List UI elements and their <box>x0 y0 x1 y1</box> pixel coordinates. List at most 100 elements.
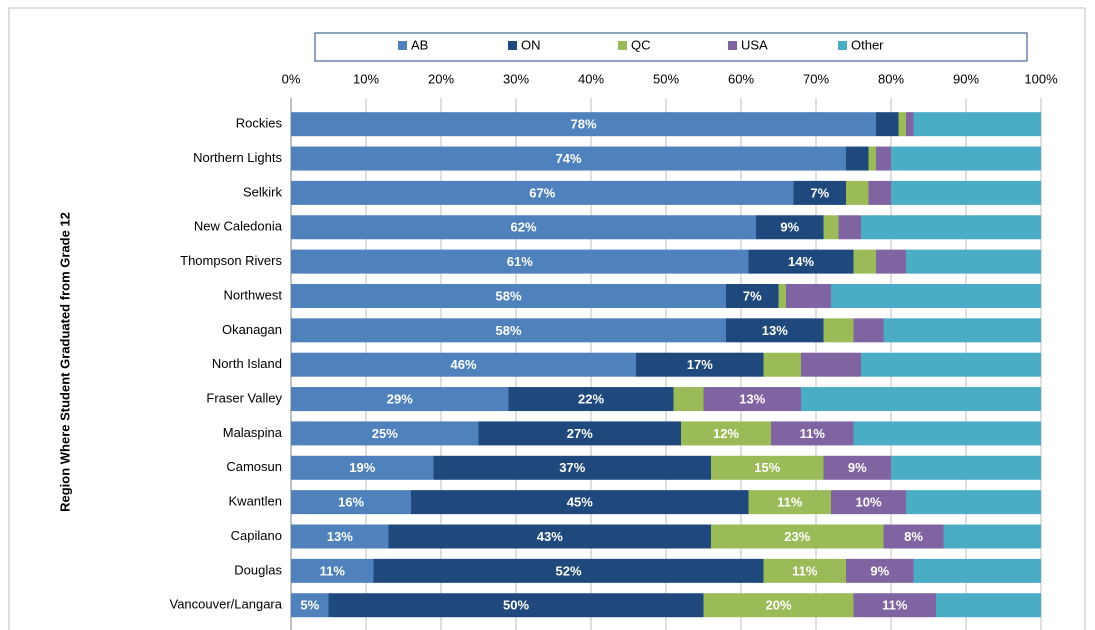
legend-box <box>314 32 1028 62</box>
value-label: 29% <box>387 391 413 406</box>
bar-segment <box>681 421 771 446</box>
value-label: 10% <box>855 495 881 510</box>
x-tick-label: 90% <box>953 71 979 86</box>
value-label: 9% <box>870 563 889 578</box>
bar-segment <box>898 112 906 137</box>
bar-segment <box>913 112 1041 137</box>
bar-segment <box>763 352 801 377</box>
bar-segment <box>291 524 389 549</box>
y-axis-title: Region Where Student Graduated from Grad… <box>57 212 72 512</box>
legend-label: AB <box>411 37 428 52</box>
value-label: 11% <box>320 563 346 578</box>
bar-segment <box>853 249 876 274</box>
bar-segment <box>373 558 764 583</box>
bar-segment <box>756 215 824 240</box>
bar-segment <box>291 318 726 343</box>
bar-segment <box>868 146 876 171</box>
bar-segment <box>478 421 681 446</box>
bar-segment <box>748 249 854 274</box>
bar-segment <box>943 524 1041 549</box>
value-label: 25% <box>372 426 398 441</box>
value-label: 9% <box>848 460 867 475</box>
value-label: 15% <box>754 460 780 475</box>
legend-label: QC <box>631 37 651 52</box>
bar-segment <box>291 352 636 377</box>
bar-segment <box>711 524 884 549</box>
bar-segment <box>291 249 749 274</box>
bar-segment <box>801 352 861 377</box>
value-label: 46% <box>450 357 476 372</box>
x-tick-label: 60% <box>728 71 754 86</box>
x-tick-label: 20% <box>428 71 454 86</box>
legend-label: USA <box>741 37 768 52</box>
bar-segment <box>726 283 779 308</box>
bar-segment <box>823 318 854 343</box>
bar-segment <box>636 352 764 377</box>
bar-segment <box>291 283 726 308</box>
value-label: 58% <box>495 288 521 303</box>
legend-label: ON <box>521 37 541 52</box>
y-tick-label: Capilano <box>231 528 282 543</box>
bar-segment <box>913 558 1041 583</box>
y-tick-label: North Island <box>212 356 282 371</box>
bar-segment <box>853 593 936 618</box>
bar-segment <box>291 112 876 137</box>
bar-segment <box>433 455 711 480</box>
value-label: 11% <box>800 426 826 441</box>
y-tick-label: New Caledonia <box>194 219 283 234</box>
value-label: 7% <box>743 288 762 303</box>
bar-segment <box>703 593 854 618</box>
bar-segment <box>763 558 846 583</box>
y-tick-label: Okanagan <box>222 322 282 337</box>
value-label: 23% <box>784 529 810 544</box>
bar-segment <box>831 490 906 515</box>
value-label: 17% <box>687 357 713 372</box>
bar-segment <box>936 593 1041 618</box>
bar-segment <box>291 455 434 480</box>
bar-segment <box>883 318 1041 343</box>
value-label: 9% <box>780 220 799 235</box>
bar-segment <box>726 318 824 343</box>
bar-segment <box>876 112 899 137</box>
bar-segment <box>786 283 831 308</box>
bar-segment <box>673 387 704 412</box>
bar-segment <box>846 146 869 171</box>
value-label: 11% <box>882 598 908 613</box>
bar-segment <box>703 387 801 412</box>
legend-swatch <box>398 41 407 50</box>
value-label: 37% <box>559 460 585 475</box>
legend-label: Other <box>851 37 884 52</box>
bar-segment <box>838 215 861 240</box>
bar-segment <box>508 387 674 412</box>
y-tick-label: Malaspina <box>223 425 283 440</box>
y-tick-label: Selkirk <box>243 184 283 199</box>
bar-segment <box>823 215 839 240</box>
y-tick-label: Kwantlen <box>229 494 282 509</box>
bar-segment <box>291 215 756 240</box>
value-label: 27% <box>567 426 593 441</box>
bar-segment <box>906 112 914 137</box>
value-label: 43% <box>537 529 563 544</box>
bar-segment <box>801 387 1041 412</box>
bar-segment <box>831 283 1041 308</box>
value-label: 19% <box>349 460 375 475</box>
legend-swatch <box>618 41 627 50</box>
bar-segment <box>876 146 891 171</box>
value-label: 50% <box>503 598 529 613</box>
x-tick-label: 10% <box>353 71 379 86</box>
legend-swatch <box>508 41 517 50</box>
bar-segment <box>711 455 824 480</box>
value-label: 61% <box>507 254 533 269</box>
value-label: 14% <box>788 254 814 269</box>
x-tick-label: 30% <box>503 71 529 86</box>
bar-segment <box>868 180 891 205</box>
bar-segment <box>846 558 914 583</box>
bar-segment <box>853 318 884 343</box>
bar-segment <box>291 593 329 618</box>
y-tick-label: Thompson Rivers <box>180 253 282 268</box>
x-tick-label: 0% <box>282 71 301 86</box>
bar-segment <box>906 249 1041 274</box>
y-tick-label: Rockies <box>236 116 283 131</box>
x-tick-label: 100% <box>1024 71 1058 86</box>
y-tick-label: Northern Lights <box>193 150 282 165</box>
